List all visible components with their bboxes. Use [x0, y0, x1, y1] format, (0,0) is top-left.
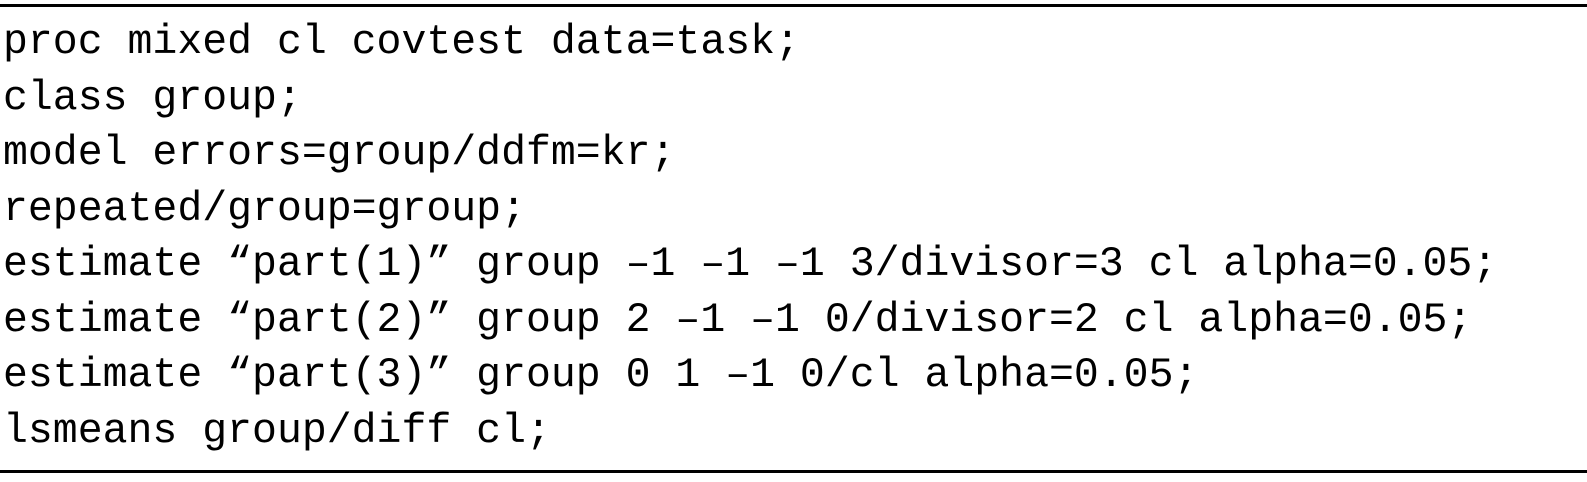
code-line-model: model errors=group/ddfm=kr;	[3, 130, 676, 177]
code-line-estimate-2: estimate “part(2)” group 2 –1 –1 0/divis…	[3, 296, 1473, 344]
code-line-class: class group;	[3, 74, 302, 122]
code-listing: proc mixed cl covtest data=task; class g…	[3, 15, 1585, 459]
code-line-proc: proc mixed cl covtest data=task;	[3, 19, 800, 66]
code-line-estimate-1: estimate “part(1)” group –1 –1 –1 3/divi…	[3, 241, 1498, 288]
code-line-repeated: repeated/group=group;	[3, 185, 526, 233]
top-rule	[0, 4, 1587, 7]
code-line-lsmeans: lsmeans group/diff cl;	[3, 407, 551, 455]
bottom-rule	[0, 470, 1587, 473]
code-line-estimate-3: estimate “part(3)” group 0 1 –1 0/cl alp…	[3, 352, 1199, 399]
